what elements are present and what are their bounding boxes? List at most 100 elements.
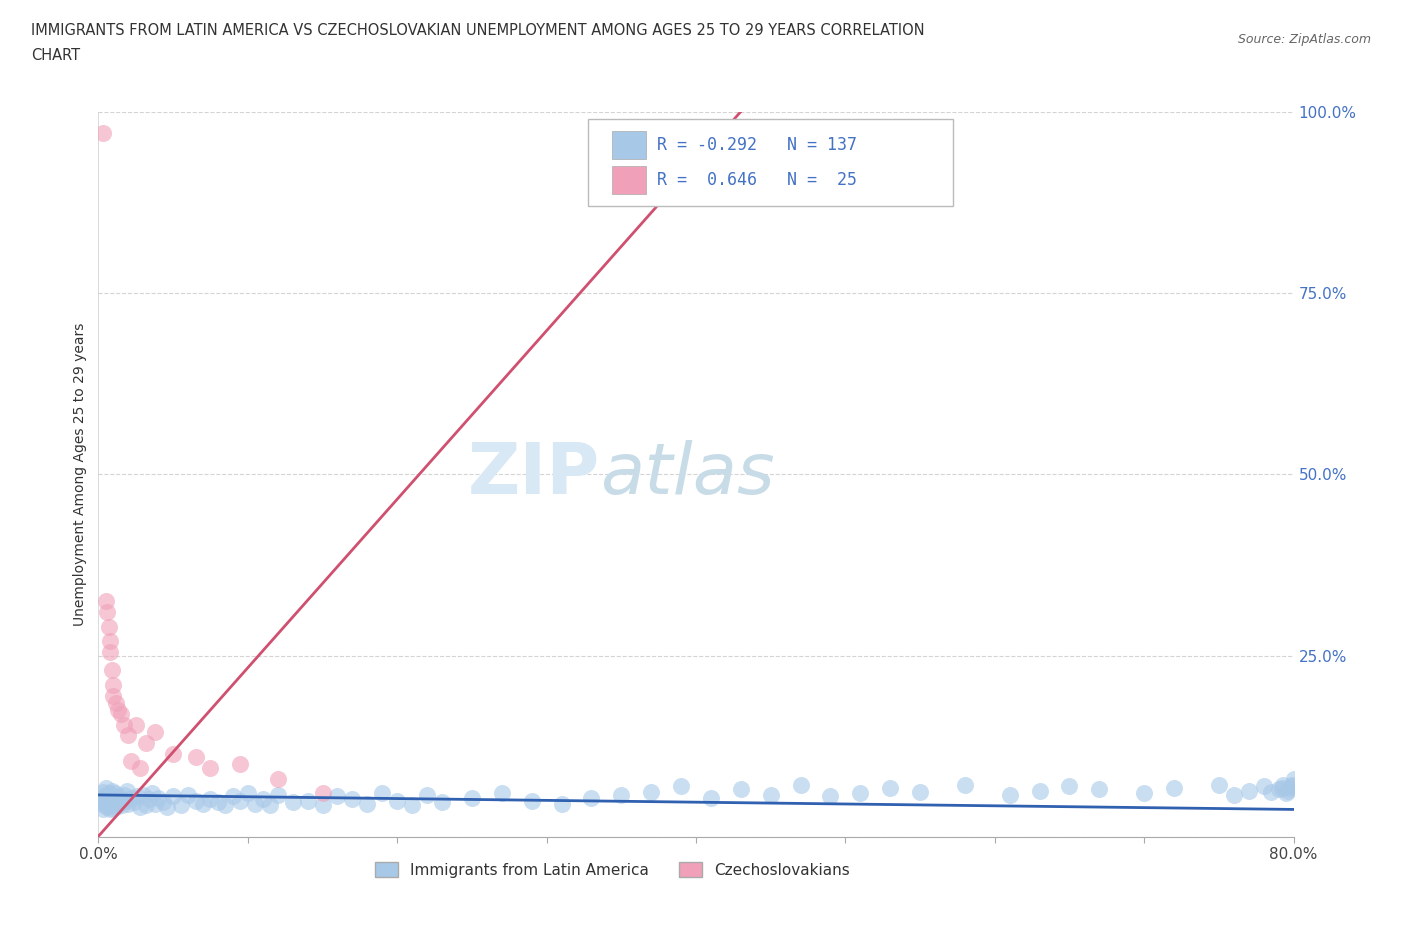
Point [669,778,692,793]
Point [98,633,122,648]
Point [96,788,118,803]
Text: ZIP: ZIP [468,440,600,509]
Point [105,799,128,814]
Point [125,717,148,732]
Point [148,790,170,805]
Point [90,791,112,806]
Point [1267,782,1289,797]
Point [581,790,603,805]
Point [135,736,157,751]
Point [98,644,122,659]
FancyBboxPatch shape [589,119,953,206]
Text: R = -0.292   N = 137: R = -0.292 N = 137 [657,136,856,154]
Point [730,782,752,797]
Text: atlas: atlas [600,440,775,509]
Point [110,706,132,721]
Point [550,796,572,811]
Point [152,795,174,810]
Point [143,724,166,739]
Point [267,772,290,787]
Point [1275,786,1298,801]
Point [162,789,184,804]
Point [101,663,124,678]
Point [200,761,222,776]
Point [112,717,135,732]
Bar [613,166,645,193]
Point [416,788,439,803]
Point [401,798,423,813]
Point [101,783,124,798]
Point [184,793,207,808]
Point [1028,783,1050,798]
Text: CHART: CHART [31,48,80,63]
Point [111,798,134,813]
Point [143,796,166,811]
Point [91,802,114,817]
Point [1223,788,1246,803]
Text: IMMIGRANTS FROM LATIN AMERICA VS CZECHOSLOVAKIAN UNEMPLOYMENT AMONG AGES 25 TO 2: IMMIGRANTS FROM LATIN AMERICA VS CZECHOS… [31,23,925,38]
Point [252,791,274,806]
Point [281,795,304,810]
Point [245,796,267,811]
Point [124,795,146,810]
Point [132,788,155,803]
Point [1277,783,1299,798]
Point [229,757,252,772]
Point [98,802,122,817]
Text: R =  0.646   N =  25: R = 0.646 N = 25 [657,171,856,189]
Point [108,795,131,810]
Point [120,753,142,768]
Point [135,798,157,813]
Point [326,789,349,804]
Point [640,785,662,800]
Point [101,801,124,816]
Point [93,798,115,813]
Point [97,796,120,811]
Point [1282,772,1305,787]
Point [138,791,160,806]
Point [110,791,132,806]
Point [96,604,118,619]
Point [107,789,129,804]
Point [1237,783,1260,798]
Point [214,798,236,813]
Point [117,728,139,743]
Point [908,785,931,800]
Point [97,786,120,801]
Point [953,777,976,792]
Point [104,786,127,801]
Point [1059,778,1081,793]
Point [91,126,114,140]
Point [103,688,125,703]
Point [207,795,229,810]
Point [342,791,364,806]
Point [311,798,333,813]
Point [1163,780,1185,795]
Point [259,798,281,813]
Point [236,786,259,801]
Point [184,750,207,764]
Point [162,746,184,761]
Point [700,790,723,805]
Point [1088,782,1111,797]
Point [93,789,115,804]
Point [98,791,122,806]
Point [103,677,125,692]
Point [127,789,149,804]
Point [789,777,811,792]
Point [129,799,152,814]
Point [103,796,125,811]
Point [120,790,142,805]
Point [191,796,214,811]
Point [1281,777,1303,792]
Point [129,761,152,776]
Point [998,788,1021,803]
Point [200,791,222,806]
Point [1253,778,1275,793]
Point [222,789,245,804]
Point [229,793,252,808]
Point [89,795,111,810]
Bar [613,131,645,159]
Text: Source: ZipAtlas.com: Source: ZipAtlas.com [1237,33,1371,46]
Point [103,790,125,805]
